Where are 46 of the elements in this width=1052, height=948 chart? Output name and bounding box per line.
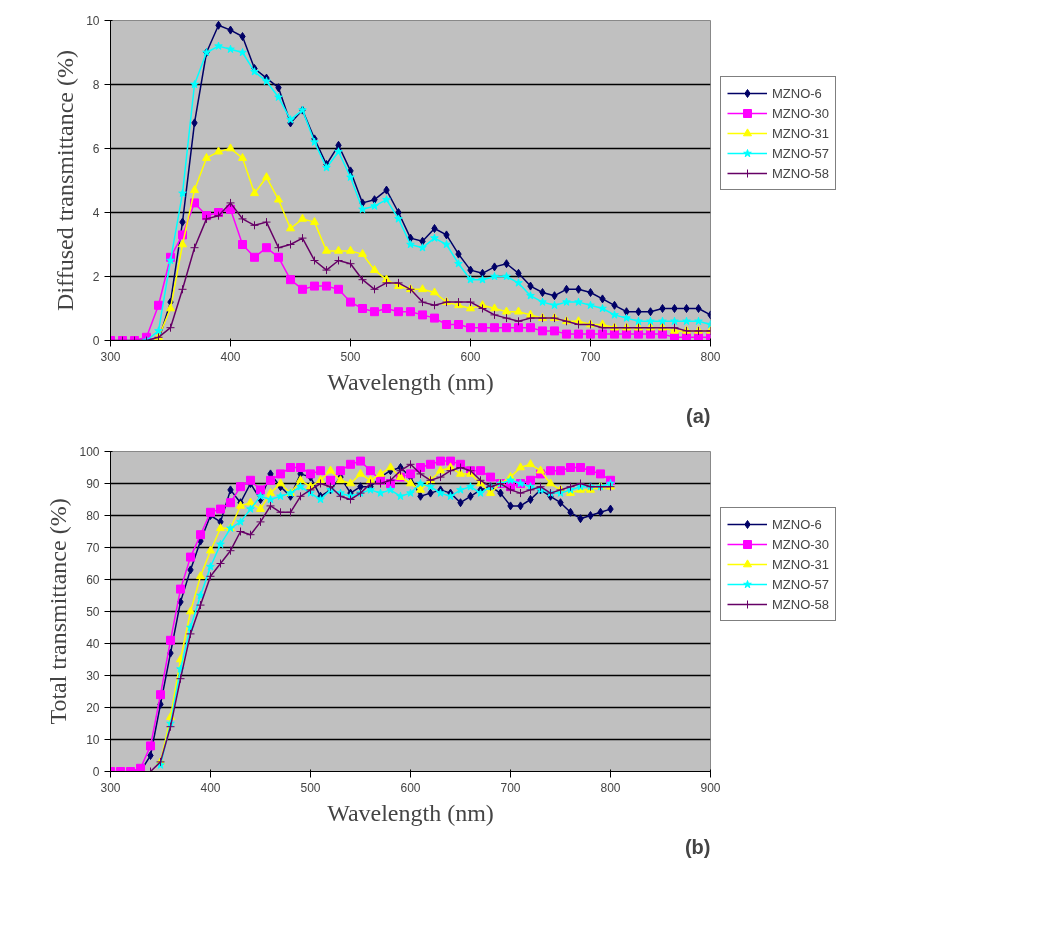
x-tick-label: 700 [500, 780, 521, 795]
x-axis-title: Wavelength (nm) [327, 799, 494, 826]
x-tick-label: 700 [580, 349, 601, 364]
y-tick-label: 40 [86, 637, 100, 651]
y-tick-label: 20 [86, 701, 100, 715]
x-tick-label: 500 [300, 780, 321, 795]
y-tick-label: 0 [92, 765, 100, 779]
legend-label: MZNO-57 [772, 145, 830, 161]
y-tick-label: 10 [86, 14, 100, 28]
legend-label: MZNO-6 [772, 85, 822, 101]
y-tick-label: 70 [86, 541, 100, 555]
y-tick-label: 50 [86, 605, 100, 619]
y-axis-title: Diffused transmittance (%) [52, 50, 79, 311]
x-tick-label: 500 [340, 349, 361, 364]
x-tick-label: 800 [600, 780, 621, 795]
y-tick-label: 8 [92, 78, 100, 92]
y-tick-label: 100 [79, 445, 100, 459]
x-tick-label: 800 [700, 349, 721, 364]
legend-label: MZNO-30 [772, 536, 830, 552]
legend-label: MZNO-31 [772, 556, 830, 572]
x-tick-label: 400 [220, 349, 241, 364]
y-tick-label: 10 [86, 733, 100, 747]
text: (b) [684, 835, 711, 858]
x-axis-title: Wavelength (nm) [327, 368, 494, 395]
x-tick-label: 600 [460, 349, 481, 364]
y-tick-label: 80 [86, 509, 100, 523]
y-tick-label: 0 [92, 334, 100, 348]
y-tick-label: 6 [92, 142, 100, 156]
y-tick-label: 30 [86, 669, 100, 683]
x-tick-label: 400 [200, 780, 221, 795]
legend-label: MZNO-58 [772, 596, 830, 612]
y-tick-label: 60 [86, 573, 100, 587]
y-tick-label: 4 [92, 206, 100, 220]
y-tick-label: 90 [86, 477, 100, 491]
x-tick-label: 600 [400, 780, 421, 795]
x-tick-label: 300 [100, 780, 121, 795]
x-tick-label: 300 [100, 349, 121, 364]
legend-label: MZNO-58 [772, 165, 830, 181]
y-axis-title: Total transmittance (%) [45, 498, 72, 725]
x-tick-label: 900 [700, 780, 721, 795]
y-tick-label: 2 [92, 270, 100, 284]
text: (a) [686, 404, 711, 427]
legend-label: MZNO-57 [772, 576, 830, 592]
legend-label: MZNO-30 [772, 105, 830, 121]
legend-label: MZNO-6 [772, 516, 822, 532]
legend-label: MZNO-31 [772, 125, 830, 141]
